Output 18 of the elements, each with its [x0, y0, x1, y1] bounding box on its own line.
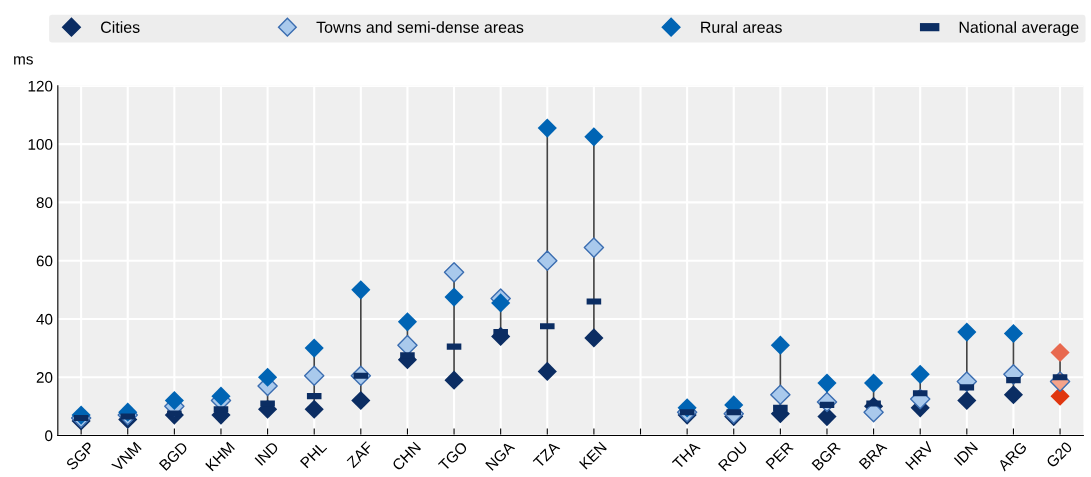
y-tick-label: 40 [36, 313, 53, 325]
legend-label: Cities [101, 21, 140, 33]
x-tick-label: IND [254, 441, 280, 466]
x-tick-label: IDN [953, 441, 979, 466]
legend-label: Rural areas [701, 21, 782, 33]
y-tick-label: 120 [28, 80, 53, 92]
legend-label: Towns and semi-dense areas [316, 21, 524, 33]
y-tick-label: 80 [36, 197, 53, 209]
legend-label: National average [959, 21, 1079, 37]
y-tick-label: 100 [28, 139, 53, 150]
y-tick-label: 0 [45, 430, 53, 442]
x-tick-label: TZA [532, 440, 561, 469]
y-axis-title: ms [14, 56, 33, 65]
y-tick-label: 60 [36, 255, 53, 267]
x-tick-label: THA [671, 440, 701, 470]
x-tick-label: G20 [1045, 441, 1073, 469]
y-tick-label: 20 [36, 372, 53, 383]
x-tick-label: PHL [299, 441, 328, 469]
